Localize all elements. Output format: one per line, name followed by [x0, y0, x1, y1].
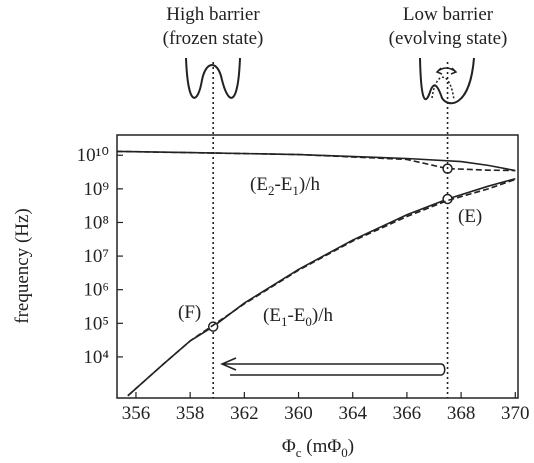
- x-tick-label: 366: [393, 403, 422, 424]
- annotation: Low barrier: [403, 4, 494, 25]
- subscript: c: [296, 445, 302, 460]
- text-part: -E: [274, 174, 292, 195]
- line: [116, 150, 516, 172]
- x-tick-label: 370: [501, 403, 530, 424]
- text-part: Φ: [282, 436, 296, 457]
- text-part: )/h: [299, 174, 321, 195]
- x-tick-label: 362: [230, 403, 259, 424]
- y-tick-label: 10¹⁰: [77, 145, 109, 166]
- text-part: (E: [263, 305, 281, 326]
- annotation: High barrier: [166, 4, 260, 25]
- annotation: (F): [178, 302, 201, 323]
- y-tick-label: 10⁹: [83, 179, 109, 200]
- subscript: 0: [341, 445, 348, 460]
- x-tick-label: 368: [447, 403, 476, 424]
- x-axis-label: Φc (mΦ0): [282, 436, 354, 460]
- arrow-icon: [435, 67, 458, 75]
- arrow: [220, 357, 446, 376]
- subscript: 1: [281, 314, 288, 329]
- subscript: 0: [305, 314, 312, 329]
- y-axis-label: frequency (Hz): [12, 208, 33, 324]
- x-tick-label: 360: [284, 403, 313, 424]
- y-tick-label: 10⁴: [83, 347, 109, 368]
- annotation: (frozen state): [163, 28, 264, 49]
- text-part: (E: [250, 174, 268, 195]
- x-tick-label: 358: [176, 403, 205, 424]
- text-part: )/h: [312, 305, 334, 326]
- annotation: (E1-E0)/h: [263, 305, 333, 329]
- y-tick-label: 10⁵: [83, 313, 109, 334]
- well-icon: [419, 57, 475, 105]
- text-part: -E: [287, 305, 305, 326]
- text-part: (mΦ: [302, 436, 342, 457]
- annotation: (E): [458, 206, 482, 227]
- marker: [207, 321, 219, 332]
- y-tick-label: 10⁸: [83, 212, 109, 233]
- well-icon: [185, 57, 241, 99]
- annotation: (E2-E1)/h: [250, 174, 320, 198]
- annotation: (evolving state): [389, 28, 508, 49]
- plot-frame: [116, 134, 519, 399]
- subscript: 2: [268, 183, 275, 198]
- line: [116, 150, 516, 172]
- x-tick-label: 356: [122, 403, 151, 424]
- subscript: 1: [292, 183, 299, 198]
- line: [127, 178, 516, 397]
- x-tick-label: 364: [338, 403, 367, 424]
- text-part: ): [348, 436, 354, 457]
- y-tick-label: 10⁶: [83, 280, 109, 301]
- y-tick-label: 10⁷: [83, 246, 109, 267]
- well-icon: [431, 76, 455, 101]
